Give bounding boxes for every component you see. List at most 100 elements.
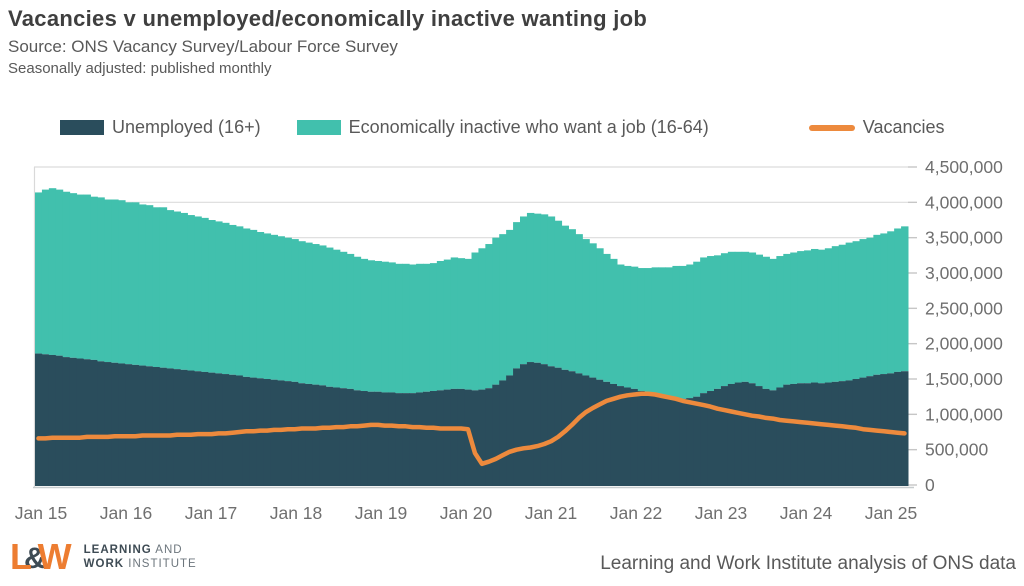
bar-segment-unemployed (111, 362, 119, 486)
bar-segment-inactive (402, 263, 410, 394)
bar-segment-unemployed (62, 357, 71, 486)
bar-segment-unemployed (284, 381, 292, 486)
bar-segment-unemployed (727, 383, 736, 486)
bar-segment-inactive (540, 214, 549, 365)
bar-segment-inactive (665, 267, 673, 397)
vacancies-swatch (808, 124, 855, 131)
bar-segment-unemployed (173, 369, 181, 486)
logo-letter-w: W (37, 536, 72, 577)
bar-segment-unemployed (41, 354, 50, 486)
x-tick-label: Jan 24 (780, 503, 833, 523)
bar-segment-unemployed (332, 387, 341, 486)
bar-segment-unemployed (811, 382, 819, 486)
bar-segment-inactive (859, 239, 867, 378)
bar-segment-unemployed (360, 391, 369, 486)
bar-segment-unemployed (845, 380, 854, 486)
bar-segment-inactive (478, 248, 486, 390)
bar-segment-unemployed (554, 367, 563, 486)
bar-segment-inactive (90, 196, 98, 360)
bar-segment-inactive (360, 258, 369, 392)
bar-segment-unemployed (575, 373, 583, 486)
bar-segment-inactive (554, 220, 563, 368)
chart-source: Source: ONS Vacancy Survey/Labour Force … (8, 37, 398, 56)
bar-segment-unemployed (367, 391, 375, 486)
bar-segment-unemployed (852, 379, 860, 486)
bar-segment-unemployed (776, 387, 784, 486)
bar-segment-unemployed (672, 397, 680, 486)
bar-segment-inactive (457, 258, 466, 389)
bar-segment-unemployed (125, 364, 133, 486)
bar-segment-inactive (187, 215, 195, 371)
bar-segment-inactive (263, 233, 272, 379)
bar-segment-inactive (97, 197, 105, 362)
legend-label-unemployed: Unemployed (16+) (112, 117, 261, 137)
bar-segment-inactive (845, 242, 854, 381)
bar-segment-unemployed (748, 383, 757, 486)
bar-segment-unemployed (76, 358, 84, 486)
bar-segment-inactive (319, 245, 327, 386)
bar-segment-inactive (180, 212, 188, 370)
bar-segment-inactive (436, 260, 445, 391)
bar-segment-unemployed (457, 388, 466, 486)
bar-segment-inactive (547, 216, 556, 367)
bar-segment-inactive (596, 248, 604, 380)
bar-segment-unemployed (831, 381, 840, 486)
bar-segment-inactive (589, 243, 597, 378)
bar-segment-inactive (346, 253, 355, 389)
y-tick-label: 3,500,000 (925, 228, 1003, 248)
bar-segment-unemployed (159, 367, 168, 486)
bar-segment-inactive (824, 248, 833, 383)
bar-segment-inactive (215, 221, 223, 374)
bar-segment-inactive (804, 250, 812, 384)
bar-segment-unemployed (416, 392, 424, 486)
bar-segment-unemployed (229, 374, 237, 486)
bar-segment-inactive (707, 256, 715, 392)
logo-text-line2: WORK INSTITUTE (84, 557, 197, 571)
bar-segment-inactive (229, 224, 237, 375)
bar-segment-unemployed (208, 372, 216, 486)
bar-segment-inactive (769, 258, 777, 391)
bar-segment-unemployed (339, 388, 348, 486)
bar-segment-inactive (506, 229, 514, 376)
bar-segment-unemployed (194, 371, 202, 486)
bar-segment-unemployed (589, 377, 597, 486)
bar-segment-unemployed (478, 389, 486, 486)
bar-segment-unemployed (783, 384, 791, 486)
bar-segment-unemployed (790, 383, 798, 486)
vacancies-line (36, 391, 907, 467)
bar-segment-inactive (159, 207, 168, 368)
bar-segment-unemployed (769, 390, 777, 486)
bar-segment-inactive (838, 244, 847, 382)
x-tick-label: Jan 20 (440, 503, 493, 523)
bar-segment-unemployed (180, 369, 188, 486)
bar-segment-inactive (208, 220, 216, 373)
bar-segment-inactive (256, 232, 265, 379)
bar-segment-unemployed (277, 380, 285, 486)
bar-segment-unemployed (693, 396, 701, 486)
y-tick-label: 500,000 (925, 440, 989, 460)
chart-note: Seasonally adjusted: published monthly (8, 60, 272, 77)
bar-segment-inactive (533, 213, 542, 363)
bar-segment-inactive (339, 251, 348, 389)
bar-segment-unemployed (824, 382, 833, 486)
bar-segment-unemployed (596, 379, 604, 486)
bar-segment-inactive (776, 256, 784, 388)
bar-segment-unemployed (651, 393, 660, 486)
bar-segment-unemployed (166, 368, 175, 486)
bar-segment-inactive (409, 264, 417, 394)
bar-segment-inactive (464, 258, 472, 390)
bar-segment-unemployed (603, 381, 611, 486)
bar-segment-unemployed (533, 362, 542, 486)
y-tick-label: 1,500,000 (925, 369, 1003, 389)
bar-segment-unemployed (623, 387, 632, 486)
bar-segment-inactive (416, 263, 424, 393)
bar-segment-unemployed (118, 363, 126, 486)
logo-and: AND (151, 544, 183, 556)
bar-segment-inactive (637, 268, 646, 392)
bar-segment-inactive (423, 263, 431, 392)
bar-segment-unemployed (395, 393, 403, 486)
bar-segment-unemployed (838, 381, 847, 486)
bar-segment-unemployed (887, 373, 895, 486)
